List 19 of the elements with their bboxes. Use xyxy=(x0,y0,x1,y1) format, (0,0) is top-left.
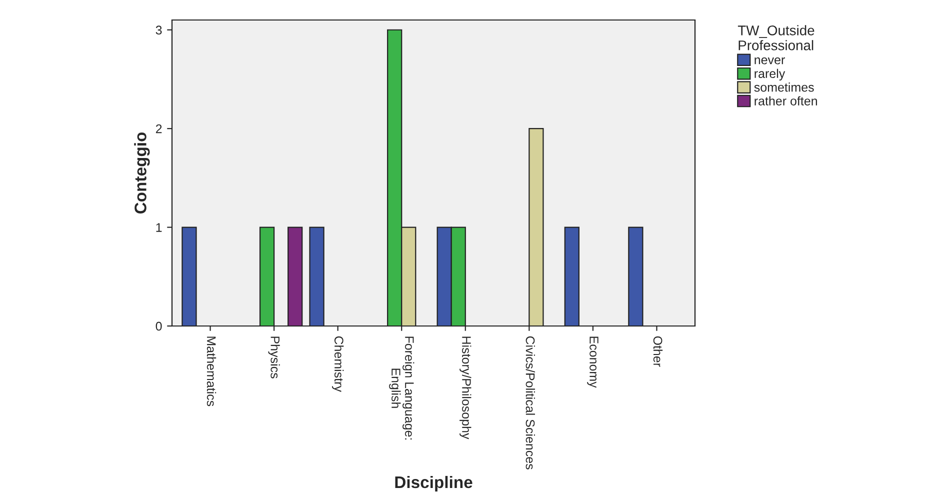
y-tick-label: 0 xyxy=(156,322,162,331)
x-tick-label: Chemistry xyxy=(332,336,344,392)
y-tick-label: 1 xyxy=(156,223,162,232)
legend-title: TW_Outside Professional xyxy=(738,25,814,50)
legend-label: rather often xyxy=(754,96,817,106)
legend-label: never xyxy=(754,57,785,64)
x-tick-label: Economy xyxy=(587,336,598,388)
y-tick-label: 2 xyxy=(156,124,162,134)
legend-label: rarely xyxy=(754,68,786,80)
y-tick-label: 3 xyxy=(156,26,162,35)
x-tick-label: Other xyxy=(653,336,663,367)
legend-label: sometimes xyxy=(754,82,814,92)
x-tick-label: Mathematics xyxy=(206,336,216,406)
x-tick-label: History/Philosophy xyxy=(460,336,472,440)
x-axis-title: Discipline xyxy=(395,476,472,492)
x-tick-label: Physics xyxy=(268,336,280,378)
x-tick-label: Foreign Language: English xyxy=(389,336,414,440)
x-tick-label: Civics/Political Sciences xyxy=(526,336,535,470)
y-axis-title: Conteggio xyxy=(134,132,150,214)
